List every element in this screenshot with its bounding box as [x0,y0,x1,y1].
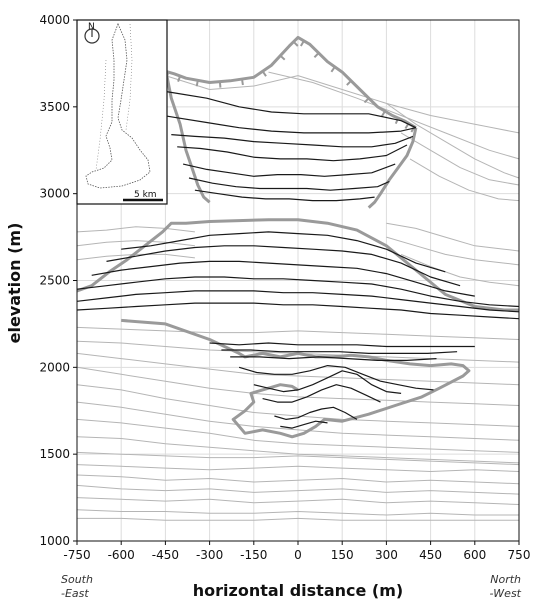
x-tick-label-3: -300 [196,548,223,562]
profile-line-24 [400,132,520,186]
outline-hachure-16 [363,97,370,104]
outline-hachure-11 [292,41,299,47]
outline-hachure-5 [177,75,182,82]
x-axis-label: horizontal distance (m) [193,581,403,600]
direction-right-line1: North [490,573,521,586]
profile-line-3 [177,144,408,162]
y-tick-label-1: 1500 [39,447,70,461]
profile-line-13 [209,342,475,348]
profile-line-8 [106,245,461,287]
profile-line-41 [76,464,520,472]
profile-line-7 [121,231,446,273]
profile-line-28 [76,253,195,261]
profile-line-4 [182,163,396,177]
profile-line-35 [76,366,520,406]
y-tick-label-4: 3000 [39,187,70,201]
y-axis-label: elevation (m) [5,223,24,344]
profile-line-15 [230,356,437,361]
outline-hachure-6 [195,80,199,87]
profile-line-20 [280,420,328,429]
x-tick-label-5: 0 [294,548,302,562]
outline-hachure-12 [299,40,305,47]
x-tick-labels: -750 -600 -450 -300 -150 0 150 300 450 600 750 [63,541,530,562]
profile-line-19 [274,406,358,420]
upper-outline-left [163,68,211,204]
direction-left-line1: South [61,573,93,586]
profile-line-6 [194,189,375,202]
outline-hachure-15 [346,80,352,86]
y-tick-label-3: 2500 [39,274,70,288]
x-tick-label-0: -750 [63,548,90,562]
y-tick-label-2: 2000 [39,360,70,374]
profile-line-10 [76,276,520,308]
profile-line-46 [77,517,519,521]
y-tick-label-5: 3500 [39,100,70,114]
outline-hachure-9 [261,70,267,77]
profile-line-38 [76,418,520,453]
upper-outline-right [367,127,418,209]
profile-line-45 [76,509,519,516]
profile-line-16 [238,365,434,391]
outlines [76,35,519,439]
profile-line-5 [188,177,390,191]
profile-line-22 [268,71,520,160]
profile-line-29 [386,222,520,252]
north-arrow-icon [84,28,100,44]
x-tick-label-1: -600 [108,548,135,562]
glacier-outline-icon [85,22,151,189]
scale-bar-label: 5 km [134,190,157,200]
outline-hachure-18 [394,117,400,125]
inset-map: N 5 km [76,19,168,205]
north-label: N [88,22,95,32]
y-tick-label-6: 4000 [39,13,70,27]
profile-line-26 [76,226,195,233]
profile-line-31 [400,253,520,287]
x-tick-label-4: -150 [240,548,267,562]
profile-line-11 [76,290,520,313]
profile-line-42 [76,474,520,485]
profile-line-37 [76,401,520,441]
profile-line-25 [409,158,520,202]
outline-hachure-8 [241,78,244,86]
direction-left-line2: -East [61,587,89,600]
profile-line-34 [76,352,520,386]
profile-line-40 [76,451,520,466]
lower-lobe-outline [121,318,471,439]
profile-line-12 [76,302,520,320]
profile-line-2 [171,134,414,148]
x-tick-label-2: -450 [152,548,179,562]
outline-hachure-10 [279,54,286,61]
y-tick-label-0: 1000 [39,534,70,548]
profile-line-36 [76,384,520,427]
profile-line-43 [76,484,520,495]
direction-right-line2: -West [490,587,522,600]
profile-line-9 [91,260,475,297]
profile-line-30 [386,236,520,266]
y-tick-labels: 1000 1500 2000 2500 3000 3500 4000 [39,13,77,548]
profile-line-39 [76,436,520,464]
x-tick-label-6: 150 [331,548,354,562]
x-tick-label-7: 300 [375,548,398,562]
profile-line-17 [253,370,402,394]
profile-line-32 [76,326,520,340]
x-tick-label-10: 750 [508,548,531,562]
profile-line-44 [76,497,520,505]
profile-line-23 [386,102,520,179]
x-tick-label-8: 450 [419,548,442,562]
profile-line-18 [262,384,381,403]
x-tick-label-9: 600 [463,548,486,562]
outline-hachure-14 [330,66,336,73]
outline-hachure-13 [313,52,320,58]
profile-line-27 [76,240,195,247]
profile-line-14 [221,349,458,354]
outline-hachure-7 [218,81,222,88]
inset-frame [76,19,168,205]
outline-hachure-17 [381,110,386,117]
